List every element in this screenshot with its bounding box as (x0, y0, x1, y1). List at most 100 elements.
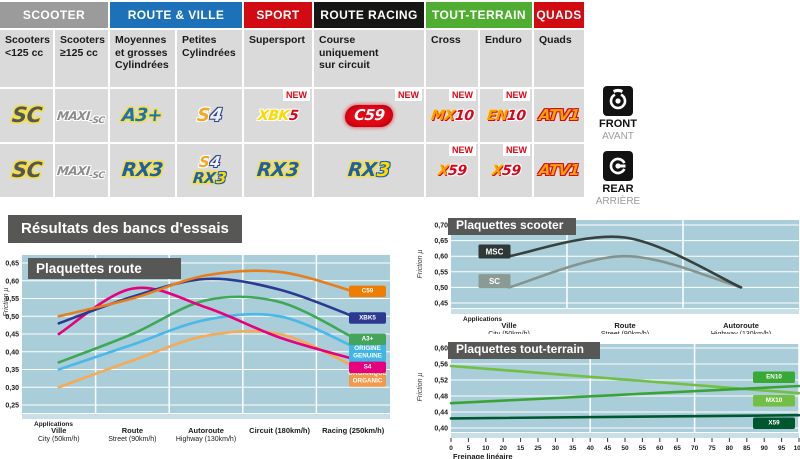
front-brake-disc-icon (603, 86, 633, 116)
rear-badge-s4-rx3: S4 RX3 (177, 144, 242, 197)
svg-text:MX10: MX10 (766, 397, 783, 404)
svg-text:S4: S4 (364, 364, 372, 371)
svg-text:XBK5: XBK5 (359, 314, 376, 321)
svg-text:10: 10 (482, 445, 490, 452)
rear-badge-rx3: RX3 (244, 144, 312, 197)
svg-text:Ville: Ville (501, 321, 516, 330)
logo-10: 10 (506, 107, 527, 124)
new-badge: NEW (503, 89, 530, 101)
svg-text:Plaquettes scooter: Plaquettes scooter (456, 218, 564, 232)
chart-toutterrain: 0,60 0,56 0,52 0,48 0,44 0,40 Friction µ 0 5 10 20… (417, 342, 800, 459)
svg-text:30: 30 (552, 445, 560, 452)
front-badge-mx10: MX10 NEW (426, 89, 478, 142)
svg-text:Friction µ: Friction µ (3, 288, 10, 317)
subheader-enduro: Enduro (480, 30, 532, 87)
svg-text:0,60: 0,60 (434, 346, 448, 353)
subheader-scooters-125-cc: Scooters ≥125 cc (55, 30, 108, 87)
svg-text:Circuit (180km/h): Circuit (180km/h) (249, 426, 310, 435)
svg-text:City (50km/h): City (50km/h) (38, 436, 80, 443)
svg-text:0,50: 0,50 (5, 314, 19, 321)
logo-atv1: ATV1 (537, 105, 581, 124)
logo-rx: RX (256, 159, 287, 181)
logo-sc: SC (10, 103, 43, 127)
logo-3: 3 (284, 159, 300, 181)
svg-text:Street (90km/h): Street (90km/h) (601, 331, 649, 334)
rear-badge-sc: SC (0, 144, 53, 197)
svg-text:Autoroute: Autoroute (723, 321, 759, 330)
logo-rx: RX (192, 168, 217, 187)
svg-text:60: 60 (656, 445, 664, 452)
svg-text:Highway (130km/h): Highway (130km/h) (711, 331, 771, 334)
svg-text:Route: Route (122, 426, 143, 435)
subheader-supersport: Supersport (244, 30, 312, 87)
svg-text:ORGANIC: ORGANIC (353, 377, 383, 384)
front-badge-atv1: ATV1 (534, 89, 584, 142)
logo-59: 59 (447, 162, 468, 179)
svg-text:100: 100 (794, 445, 800, 452)
svg-text:70: 70 (691, 445, 699, 452)
svg-text:65: 65 (674, 445, 682, 452)
rear-badge-rx3: RX3 (314, 144, 424, 197)
logo-rx: RX (347, 159, 378, 181)
svg-text:0,45: 0,45 (434, 301, 448, 308)
logo-3: 3 (375, 159, 391, 181)
new-badge: NEW (395, 89, 422, 101)
subheader-quads: Quads (534, 30, 584, 87)
front-badge-maxi-sc: MAXI-SC (55, 89, 108, 142)
group-header-scooter: SCOOTER (0, 2, 108, 28)
svg-text:Ville: Ville (51, 426, 66, 435)
svg-text:0,60: 0,60 (5, 278, 19, 285)
brake-pad-application-table: SCOOTER ROUTE & VILLE SPORT ROUTE RACING TOU… (0, 2, 584, 197)
logo-atv1: ATV1 (537, 160, 581, 179)
logo-4: 4 (208, 104, 223, 126)
subheader-scooters-125-cc: Scooters <125 cc (0, 30, 53, 87)
new-badge: NEW (283, 89, 310, 101)
rear-badge-x59: X59 NEW (426, 144, 478, 197)
svg-text:0,65: 0,65 (5, 261, 19, 268)
logo-59: 59 (501, 162, 522, 179)
svg-text:Autoroute: Autoroute (188, 426, 224, 435)
group-header-route-ville: ROUTE & VILLE (110, 2, 242, 28)
logo-sc: -SC (88, 170, 106, 181)
svg-text:Friction µ: Friction µ (417, 250, 424, 279)
svg-text:EN10: EN10 (766, 373, 782, 380)
front-label: FRONT (599, 118, 637, 130)
group-header-tout-terrain: TOUT-TERRAIN (426, 2, 532, 28)
front-rear-legend: FRONT AVANT REAR ARRIÈRE (585, 86, 651, 216)
front-badge-a3: A3+ (110, 89, 175, 142)
logo-10: 10 (453, 107, 474, 124)
new-badge: NEW (449, 89, 476, 101)
logo-a3: A3+ (121, 104, 164, 126)
svg-text:5: 5 (467, 445, 471, 452)
logo-mx: MX (430, 107, 456, 124)
logo-3: 3 (149, 159, 165, 181)
rear-badge-maxi-sc: MAXI-SC (55, 144, 108, 197)
svg-text:90: 90 (761, 445, 769, 452)
rear-label: REAR (602, 183, 634, 195)
new-badge: NEW (503, 144, 530, 156)
front-badge-c59: C59 NEW (314, 89, 424, 142)
svg-text:X59: X59 (768, 419, 780, 426)
svg-text:0,60: 0,60 (434, 254, 448, 261)
svg-text:0,44: 0,44 (434, 410, 448, 417)
svg-text:Applications: Applications (34, 421, 73, 428)
svg-text:MSC: MSC (486, 248, 504, 257)
svg-text:35: 35 (569, 445, 577, 452)
svg-text:Freinage linéaire: Freinage linéaire (453, 452, 513, 459)
svg-text:Highway (130km/h): Highway (130km/h) (176, 436, 236, 443)
rear-legend: REAR ARRIÈRE (585, 151, 651, 207)
svg-text:Friction µ: Friction µ (417, 373, 424, 402)
svg-text:0,35: 0,35 (5, 367, 19, 374)
svg-text:0,70: 0,70 (434, 223, 448, 230)
front-badge-s4: S4 (177, 89, 242, 142)
front-badge-xbk5: XBK5 NEW (244, 89, 312, 142)
svg-text:0,55: 0,55 (434, 269, 448, 276)
svg-text:55: 55 (639, 445, 647, 452)
svg-text:25: 25 (534, 445, 542, 452)
svg-text:GENUINE: GENUINE (353, 352, 382, 359)
svg-text:95: 95 (778, 445, 786, 452)
svg-text:50: 50 (621, 445, 629, 452)
front-sublabel: AVANT (602, 131, 634, 142)
front-legend: FRONT AVANT (585, 86, 651, 142)
